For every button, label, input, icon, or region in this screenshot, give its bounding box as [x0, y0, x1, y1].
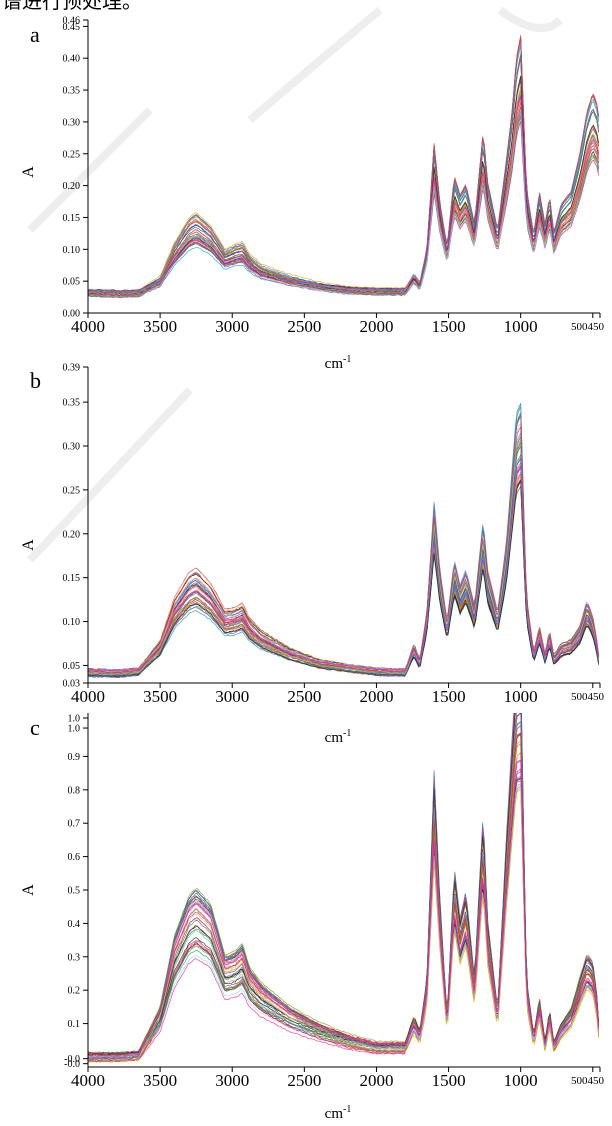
spectrum-line [88, 713, 599, 1063]
x-axis-label: cm-1 [325, 728, 352, 746]
y-tick-label: 0.10 [63, 617, 81, 628]
spectrum-line [88, 53, 599, 298]
panel-letter: b [30, 368, 41, 393]
spectrum-line [88, 88, 599, 292]
spectra-lines [88, 713, 599, 1063]
y-tick-label: 0.00 [63, 309, 81, 320]
y-tick-label: -0.0 [64, 1054, 80, 1065]
y-tick-label: 0.05 [63, 277, 81, 288]
x-tick-label: 1500 [432, 317, 466, 336]
y-axis-label: A [20, 166, 37, 178]
top-caption-fragment: 谱进行预处理。 [0, 0, 612, 14]
y-tick-label: 0.6 [68, 852, 81, 863]
spectrum-line [88, 473, 599, 675]
x-tick-label: 3500 [143, 687, 177, 706]
x-tick-label: 1500 [432, 1071, 466, 1090]
y-tick-label: 0.4 [68, 919, 81, 930]
y-tick-label: 1.0 [68, 714, 81, 725]
spectrum-line [88, 778, 599, 1060]
x-tick-label: 3000 [215, 1071, 249, 1090]
spectra-lines [88, 35, 599, 299]
y-tick-label: 0.03 [63, 679, 81, 690]
y-tick-label: -0.0 [64, 1059, 80, 1070]
x-tick-label: 1500 [432, 687, 466, 706]
y-axis-label: A [20, 539, 37, 551]
y-tick-label: 0.15 [63, 213, 81, 224]
y-tick-label: 0.2 [68, 986, 81, 997]
x-tick-label: 3500 [143, 317, 177, 336]
chart-panel-a: a Acm-1 0.00 0.05 0.10 0.15 0.20 0.25 0.30 0.35 0.… [20, 16, 605, 373]
y-tick-label: 0.15 [63, 573, 81, 584]
spectrum-line [88, 720, 599, 1054]
spectrum-line [88, 713, 599, 1055]
chart-panel-b: b Acm-1 0.03 0.05 0.10 0.15 0.20 0.25 0.30 0.35 0.… [20, 363, 605, 747]
x-tick-label: 2500 [287, 1071, 321, 1090]
spectrum-line [88, 75, 599, 296]
y-tick-label: 0.40 [63, 54, 81, 65]
x-tick-label: 2000 [359, 1071, 393, 1090]
y-tick-label: 0.05 [63, 661, 81, 672]
panel-letter: c [30, 715, 40, 740]
x-tick-label: 3500 [143, 1071, 177, 1090]
y-tick-label: 0.25 [63, 485, 81, 496]
y-tick-label: 0.25 [63, 149, 81, 160]
spectrum-line [88, 456, 599, 677]
x-tick-label: 2000 [359, 317, 393, 336]
x-tick-label: 1000 [504, 1071, 538, 1090]
y-tick-label: 0.7 [68, 819, 81, 830]
x-tick-label: 500450 [571, 321, 605, 333]
y-tick-label: 0.35 [63, 86, 81, 97]
x-axis-label: cm-1 [325, 1104, 352, 1122]
y-tick-label: 0.5 [68, 886, 81, 897]
x-tick-label: 4000 [71, 1071, 105, 1090]
y-tick-label: 1.0 [68, 724, 81, 735]
x-tick-label: 2000 [359, 687, 393, 706]
spectrum-line [88, 109, 599, 296]
y-tick-label: 0.20 [63, 529, 81, 540]
x-tick-label: 1000 [504, 317, 538, 336]
spectra-lines [88, 403, 599, 679]
x-tick-label: 2500 [287, 317, 321, 336]
y-tick-label: 0.20 [63, 181, 81, 192]
spectrum-line [88, 732, 599, 1055]
x-tick-label: 500450 [571, 691, 605, 703]
panel-letter: a [30, 22, 40, 47]
y-tick-label: 0.1 [68, 1019, 81, 1030]
y-tick-label: 0.3 [68, 952, 81, 963]
spectrum-line [88, 759, 599, 1057]
x-tick-label: 500450 [571, 1075, 605, 1087]
spectrum-line [88, 425, 599, 674]
y-tick-label: 0.30 [63, 117, 81, 128]
x-tick-label: 4000 [71, 317, 105, 336]
watermark-shapes [27, 6, 563, 563]
y-axis-label: A [20, 884, 37, 896]
y-tick-label: 0.8 [68, 785, 81, 796]
y-tick-label: 0.9 [68, 752, 81, 763]
x-tick-label: 1000 [504, 687, 538, 706]
y-tick-label: 0.45 [63, 22, 81, 33]
y-tick-label: 0.30 [63, 442, 81, 453]
chart-panel-c: c Acm-1 -0.0-0.0 0.1 0.2 0.3 0.4 0.5 0.6 0.7 0.8 0.… [20, 713, 605, 1122]
x-tick-label: 3000 [215, 687, 249, 706]
x-tick-label: 3000 [215, 317, 249, 336]
x-tick-label: 4000 [71, 687, 105, 706]
y-tick-label: 0.39 [63, 363, 81, 374]
y-tick-label: 0.10 [63, 245, 81, 256]
top-caption-text: 谱进行预处理。 [2, 0, 142, 13]
spectrum-line [88, 741, 599, 1055]
y-tick-label: 0.35 [63, 398, 81, 409]
spectrum-line [88, 37, 599, 296]
spectrum-line [88, 713, 599, 1060]
spectrum-line [88, 94, 599, 292]
x-axis-label: cm-1 [325, 354, 352, 372]
x-tick-label: 2500 [287, 687, 321, 706]
y-tick-label: 0.46 [63, 16, 81, 27]
